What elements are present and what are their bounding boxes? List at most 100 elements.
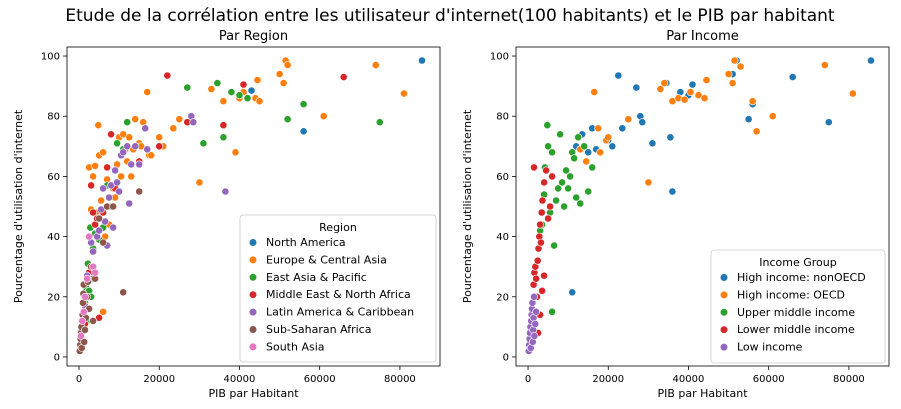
- legend-entry: Upper middle income: [737, 306, 855, 319]
- scatter-points: [75, 56, 426, 355]
- data-point: [221, 187, 230, 196]
- data-point: [594, 124, 603, 133]
- data-point: [105, 193, 113, 202]
- data-point: [125, 199, 134, 208]
- legend-entry: Latin America & Caribbean: [266, 306, 414, 319]
- y-tick-label: 0: [503, 352, 509, 363]
- data-point: [688, 80, 697, 89]
- x-tick-label: 80000: [384, 374, 416, 385]
- plot-frame: [515, 46, 890, 367]
- y-tick-label: 0: [54, 352, 60, 363]
- legend-box: [239, 214, 437, 363]
- data-point: [686, 88, 695, 96]
- data-point: [618, 124, 627, 133]
- x-axis-label: PIB par Habitant: [657, 387, 748, 400]
- data-point: [109, 202, 117, 211]
- data-point: [849, 89, 857, 98]
- data-point: [119, 288, 128, 297]
- legend: Region North America Europe & Central Asia…: [239, 214, 437, 363]
- data-point: [544, 142, 552, 151]
- data-point: [702, 76, 711, 84]
- data-point: [736, 62, 745, 71]
- data-point: [213, 79, 222, 87]
- data-point: [243, 94, 252, 103]
- data-point: [824, 118, 833, 127]
- data-point: [89, 316, 97, 325]
- legend-marker: [248, 238, 258, 247]
- data-point: [537, 238, 545, 247]
- data-point: [175, 115, 184, 124]
- data-point: [91, 161, 99, 170]
- y-tick-label: 80: [496, 112, 509, 123]
- data-point: [656, 85, 665, 93]
- y-tick-label: 100: [490, 52, 509, 63]
- data-point: [608, 142, 617, 151]
- y-tick-label: 40: [496, 232, 509, 243]
- data-point: [666, 133, 675, 142]
- data-point: [580, 142, 589, 151]
- legend-entry: North America: [266, 236, 346, 249]
- data-point: [255, 97, 264, 106]
- data-point: [375, 118, 384, 127]
- x-tick-label: 0: [76, 374, 82, 385]
- legend-entry: Low income: [737, 341, 803, 354]
- data-point: [99, 307, 107, 316]
- data-point: [399, 89, 408, 98]
- x-tick-label: 20000: [592, 374, 624, 385]
- data-point: [131, 142, 140, 151]
- data-point: [638, 118, 647, 127]
- x-tick-label: 60000: [304, 374, 336, 385]
- data-point: [788, 73, 797, 81]
- data-point: [227, 88, 236, 96]
- data-point: [724, 70, 733, 78]
- data-point: [78, 316, 87, 325]
- y-tick-label: 60: [47, 172, 60, 183]
- data-point: [648, 139, 657, 148]
- legend-marker: [248, 290, 258, 299]
- data-point: [752, 127, 761, 136]
- legend-entry: South Asia: [266, 340, 325, 353]
- data-point: [590, 88, 599, 96]
- data-point: [95, 226, 103, 235]
- data-point: [115, 187, 123, 196]
- data-point: [543, 121, 552, 130]
- legend-entry: Lower middle income: [737, 323, 855, 336]
- data-point: [239, 80, 248, 89]
- data-point: [558, 178, 566, 187]
- data-point: [820, 61, 829, 69]
- data-point: [253, 76, 262, 84]
- data-point: [542, 166, 550, 175]
- data-point: [548, 172, 556, 181]
- region-chart: Par Region 0 20000 40000 60000 80000 0 20 40 60 80…: [12, 29, 441, 400]
- data-point: [668, 187, 677, 196]
- data-point: [125, 133, 134, 142]
- data-point: [283, 115, 292, 124]
- data-point: [80, 337, 89, 346]
- data-point: [109, 223, 117, 232]
- data-point: [538, 196, 547, 205]
- data-point: [570, 154, 579, 163]
- legend-entry: High income: OECD: [737, 288, 845, 301]
- y-tick-label: 20: [496, 292, 509, 303]
- legend-marker: [248, 273, 258, 282]
- data-point: [728, 79, 737, 87]
- data-point: [87, 181, 95, 190]
- y-tick-label: 20: [47, 292, 60, 303]
- data-point: [127, 172, 136, 181]
- data-point: [550, 241, 558, 250]
- data-point: [155, 133, 164, 142]
- x-tick-label: 40000: [673, 374, 705, 385]
- data-point: [119, 148, 128, 157]
- data-point: [596, 148, 605, 157]
- data-point: [632, 83, 641, 92]
- data-point: [85, 232, 93, 241]
- y-tick-label: 60: [496, 172, 509, 183]
- legend-box: [710, 249, 886, 364]
- data-point: [207, 85, 216, 93]
- data-point: [730, 56, 739, 65]
- data-point: [189, 118, 198, 127]
- data-point: [537, 208, 546, 217]
- data-point: [81, 292, 89, 301]
- legend-entry: East Asia & Pacific: [266, 271, 367, 284]
- data-point: [235, 91, 244, 100]
